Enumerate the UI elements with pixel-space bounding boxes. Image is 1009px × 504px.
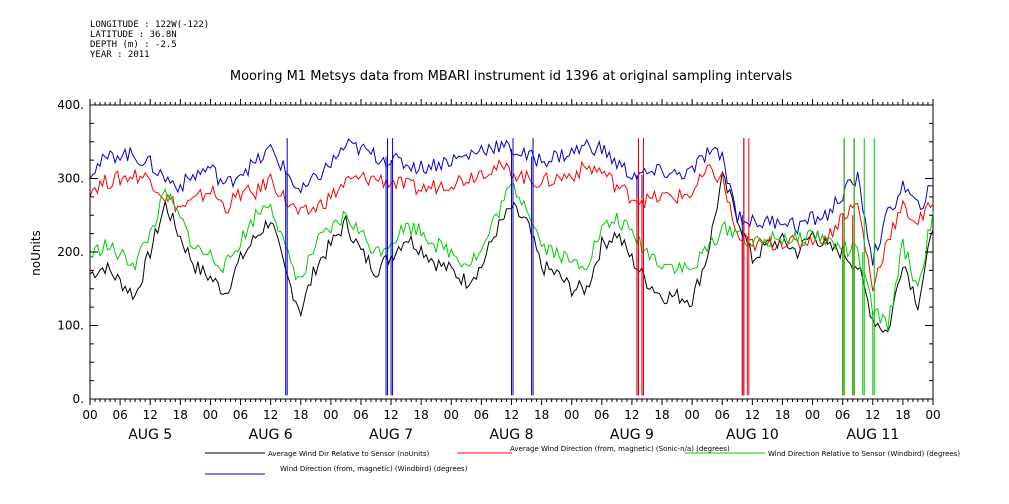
x-tick-label: 18 — [654, 408, 669, 422]
x-tick-label: 06 — [112, 408, 127, 422]
x-tick-label: 00 — [925, 408, 940, 422]
meta-depth: DEPTH (m) : -2.5 — [90, 40, 177, 50]
x-tick-label: 12 — [504, 408, 519, 422]
x-day-label: AUG 8 — [489, 427, 533, 443]
axis-ticks: 00 06 12 18 00 06 12 18 00 06 12 18 00 06 12 18 00 06 12 18… — [57, 98, 940, 443]
x-tick-label: 12 — [383, 408, 398, 422]
x-tick-label: 00 — [444, 408, 459, 422]
legend-label: Average Wind Direction (from, magnetic) … — [510, 445, 730, 453]
x-tick-label: 18 — [173, 408, 188, 422]
y-axis-label: noUnits — [29, 230, 43, 276]
meta-longitude: LONGITUDE : 122W(-122) — [90, 20, 210, 30]
x-day-label: AUG 5 — [128, 427, 172, 443]
x-tick-label: 00 — [805, 408, 820, 422]
x-tick-label: 18 — [293, 408, 308, 422]
y-tick-label: 0. — [73, 392, 84, 406]
meta-year: YEAR : 2011 — [90, 50, 150, 60]
legend-label: Average Wind Dir Relative to Sensor (noU… — [268, 450, 429, 458]
y-tick-label: 300. — [57, 172, 84, 186]
y-tick-label: 200. — [57, 245, 84, 259]
x-tick-label: 12 — [624, 408, 639, 422]
x-tick-label: 06 — [474, 408, 489, 422]
y-tick-label: 400. — [57, 98, 84, 112]
x-tick-label: 12 — [745, 408, 760, 422]
legend-label: Wind Direction (from, magnetic) (Windbir… — [280, 465, 468, 473]
x-tick-label: 18 — [895, 408, 910, 422]
metadata-block: LONGITUDE : 122W(-122) LATITUDE : 36.8N … — [90, 20, 209, 60]
x-tick-label: 18 — [775, 408, 790, 422]
chart-title: Mooring M1 Metsys data from MBARI instru… — [230, 69, 792, 84]
legend-label: Wind Direction Relative to Sensor (Windb… — [768, 450, 960, 458]
x-day-label: AUG 7 — [369, 427, 413, 443]
x-tick-label: 00 — [203, 408, 218, 422]
x-tick-label: 18 — [414, 408, 429, 422]
x-tick-label: 06 — [353, 408, 368, 422]
x-day-label: AUG 10 — [726, 427, 779, 443]
x-tick-label: 18 — [534, 408, 549, 422]
meta-latitude: LATITUDE : 36.8N — [90, 30, 177, 40]
x-tick-label: 12 — [865, 408, 880, 422]
x-day-label: AUG 6 — [249, 427, 293, 443]
x-day-label: AUG 9 — [610, 427, 654, 443]
x-tick-label: 06 — [594, 408, 609, 422]
x-tick-label: 12 — [263, 408, 278, 422]
x-day-label: AUG 11 — [846, 427, 899, 443]
plot-lines — [89, 138, 934, 396]
x-tick-label: 00 — [323, 408, 338, 422]
y-tick-label: 100. — [57, 319, 84, 333]
x-tick-label: 12 — [143, 408, 158, 422]
x-tick-label: 06 — [835, 408, 850, 422]
x-tick-label: 06 — [715, 408, 730, 422]
x-tick-label: 06 — [233, 408, 248, 422]
x-tick-label: 00 — [82, 408, 97, 422]
x-tick-label: 00 — [564, 408, 579, 422]
x-tick-label: 00 — [685, 408, 700, 422]
legend: Average Wind Dir Relative to Sensor (noU… — [205, 445, 960, 475]
